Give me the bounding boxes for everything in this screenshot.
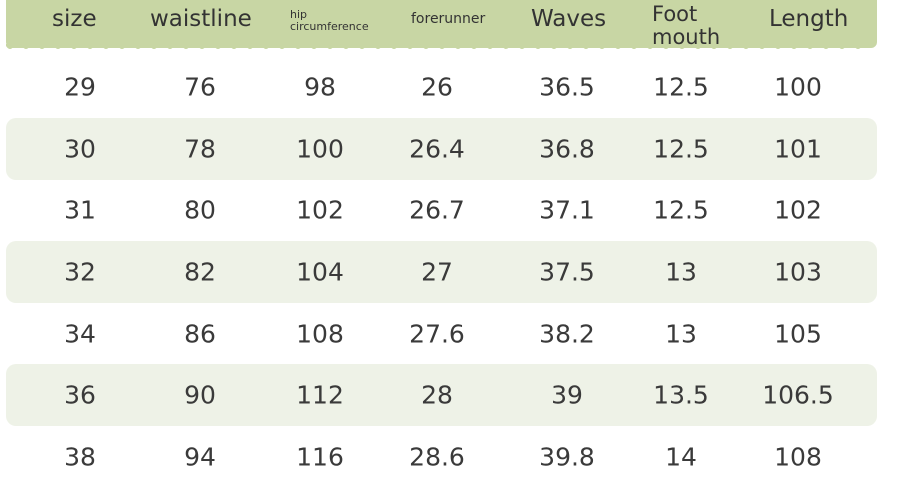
header-cell: hip circumference	[290, 8, 369, 33]
table-cell: 102	[774, 195, 822, 225]
table-cell: 94	[184, 442, 216, 472]
row-stripe	[6, 240, 877, 303]
table-cell: 27	[421, 257, 453, 287]
table-cell: 101	[774, 134, 822, 164]
header-wave-edge	[6, 44, 877, 49]
header-band	[6, 0, 877, 48]
table-cell: 13	[665, 319, 697, 349]
table-cell: 106.5	[762, 380, 834, 410]
table-cell: 26.7	[409, 195, 465, 225]
table-cell: 29	[64, 72, 96, 102]
table-cell: 86	[184, 319, 216, 349]
table-cell: 12.5	[653, 72, 709, 102]
table-cell: 78	[184, 134, 216, 164]
table-cell: 26.4	[409, 134, 465, 164]
table-cell: 26	[421, 72, 453, 102]
table-cell: 12.5	[653, 134, 709, 164]
table-cell: 116	[296, 442, 344, 472]
table-cell: 13.5	[653, 380, 709, 410]
table-cell: 100	[774, 72, 822, 102]
header-cell: Length	[769, 6, 849, 32]
header-cell: Waves	[531, 6, 607, 32]
table-cell: 38	[64, 442, 96, 472]
table-cell: 104	[296, 257, 344, 287]
table-cell: 112	[296, 380, 344, 410]
table-cell: 39.8	[539, 442, 595, 472]
table-cell: 80	[184, 195, 216, 225]
table-cell: 36.8	[539, 134, 595, 164]
table-cell: 34	[64, 319, 96, 349]
header-cell: waistline	[150, 6, 252, 32]
table-cell: 98	[304, 72, 336, 102]
table-cell: 27.6	[409, 319, 465, 349]
table-cell: 108	[296, 319, 344, 349]
table-cell: 38.2	[539, 319, 595, 349]
table-cell: 90	[184, 380, 216, 410]
table-cell: 32	[64, 257, 96, 287]
header-cell: forerunner	[411, 11, 486, 27]
table-cell: 100	[296, 134, 344, 164]
table-cell: 37.1	[539, 195, 595, 225]
table-cell: 105	[774, 319, 822, 349]
table-cell: 37.5	[539, 257, 595, 287]
table-cell: 14	[665, 442, 697, 472]
row-stripe	[6, 117, 877, 180]
table-cell: 103	[774, 257, 822, 287]
table-cell: 12.5	[653, 195, 709, 225]
table-cell: 82	[184, 257, 216, 287]
table-cell: 30	[64, 134, 96, 164]
table-cell: 13	[665, 257, 697, 287]
table-cell: 36	[64, 380, 96, 410]
header-cell: Foot mouth	[652, 2, 721, 49]
table-cell: 28.6	[409, 442, 465, 472]
header-cell: size	[52, 6, 97, 32]
table-cell: 76	[184, 72, 216, 102]
table-cell: 102	[296, 195, 344, 225]
table-cell: 108	[774, 442, 822, 472]
table-cell: 28	[421, 380, 453, 410]
table-cell: 31	[64, 195, 96, 225]
table-cell: 39	[551, 380, 583, 410]
row-stripe	[6, 364, 877, 427]
table-cell: 36.5	[539, 72, 595, 102]
